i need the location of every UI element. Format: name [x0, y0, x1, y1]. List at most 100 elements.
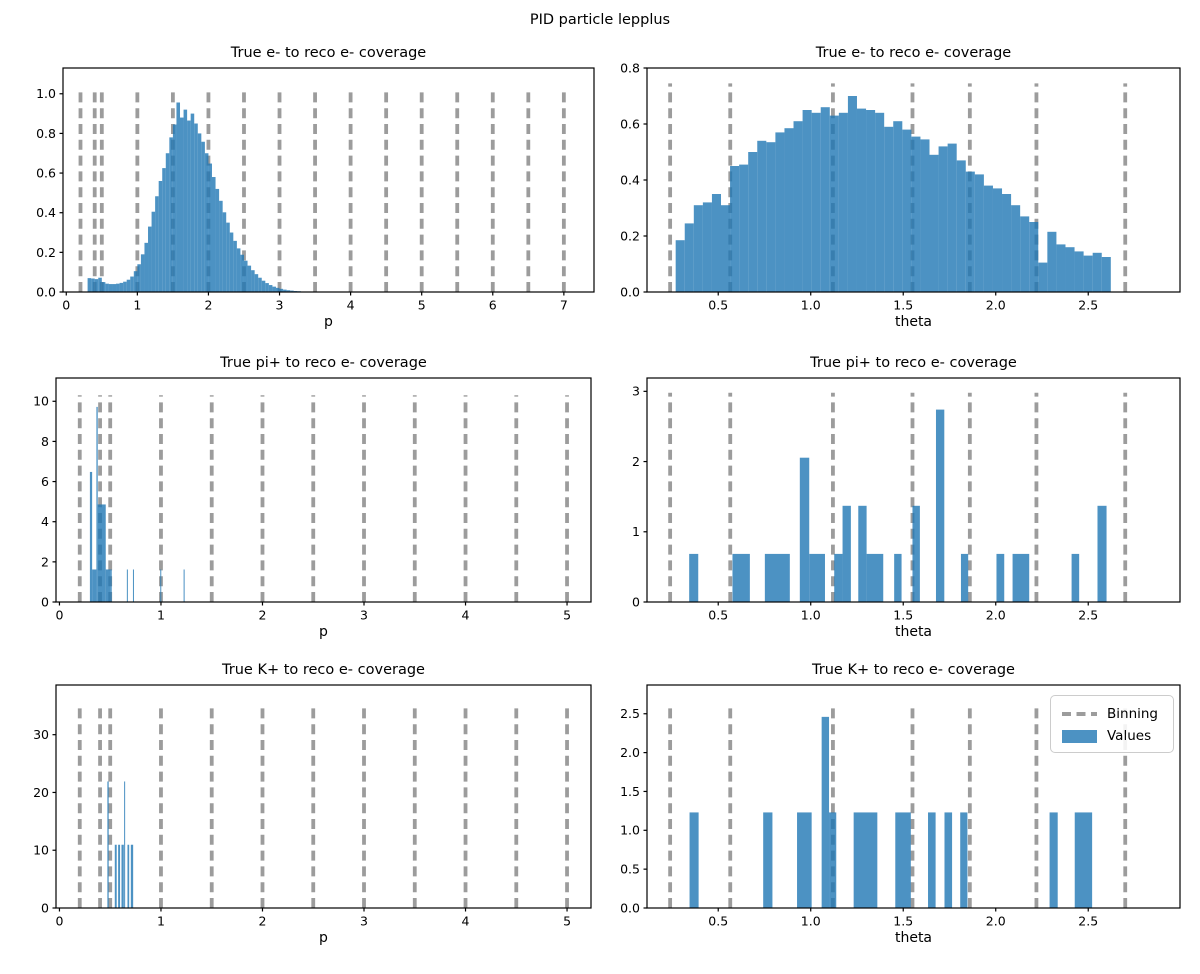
figure-suptitle: PID particle lepplus: [529, 12, 671, 28]
subplot-title-pi-vs-p: True pi+ to reco e- coverage: [220, 355, 427, 371]
histogram-bar: [130, 844, 134, 908]
y-tick-label: 4: [41, 514, 49, 529]
histogram-bar: [176, 102, 181, 292]
x-tick-label: 5: [563, 608, 571, 623]
histogram-bar: [236, 248, 241, 292]
y-tick-label: 1: [632, 524, 640, 539]
x-axis-label-theta: theta: [894, 930, 933, 946]
histogram-bar: [165, 153, 170, 292]
x-tick-label: 1.5: [893, 298, 913, 313]
histogram-bar: [965, 171, 975, 292]
histogram-bar: [929, 154, 939, 292]
x-tick-label: 2.0: [986, 298, 1006, 313]
histogram-bar: [1101, 257, 1111, 292]
histogram-bar: [684, 223, 694, 292]
histogram-bar: [834, 553, 843, 602]
histogram-bar: [132, 569, 134, 602]
histogram-bar: [884, 126, 894, 292]
histogram-bar: [856, 108, 867, 292]
subplot-title-e-vs-p: True e- to reco e- coverage: [230, 45, 427, 61]
x-axis-label-theta: theta: [894, 314, 933, 330]
y-tick-label: 0.4: [36, 205, 56, 220]
x-axis-label-p: p: [319, 624, 328, 640]
y-tick-label: 1.5: [620, 784, 640, 799]
subplot-title-k-vs-theta: True K+ to reco e- coverage: [812, 662, 1015, 678]
x-tick-label: 5: [418, 298, 426, 313]
histogram-bar: [1074, 251, 1084, 292]
subplot-title-e-vs-theta: True e- to reco e- coverage: [815, 45, 1012, 61]
x-tick-label: 2.5: [1078, 608, 1098, 623]
histogram-bar: [268, 285, 273, 292]
histogram-bar: [866, 110, 876, 292]
x-tick-label: 0.5: [708, 298, 728, 313]
histogram-bar: [92, 569, 97, 602]
histogram-bar: [775, 132, 785, 292]
histogram-bar: [91, 278, 95, 292]
histogram-bar: [126, 279, 131, 292]
legend-item-binning: Binning: [1062, 704, 1164, 724]
histogram-bar: [935, 409, 945, 602]
histogram-bar: [847, 96, 857, 292]
histogram-bar: [1002, 194, 1012, 292]
histogram-bar: [893, 121, 903, 292]
histogram-bar: [766, 142, 776, 292]
axes-frame: [646, 684, 1181, 909]
histogram-bar: [240, 254, 244, 292]
histogram-bar: [148, 226, 152, 292]
histogram-bar: [110, 569, 112, 602]
histogram-bar: [124, 781, 126, 908]
histogram-bar: [114, 844, 117, 908]
histogram-bar: [208, 163, 212, 292]
histogram-bar: [233, 240, 237, 292]
histogram-bar: [1038, 262, 1048, 292]
x-tick-label: 0: [55, 608, 63, 623]
y-tick-label: 0.6: [36, 165, 56, 180]
histogram-bar: [748, 152, 758, 292]
y-tick-label: 30: [33, 727, 49, 742]
histogram-bar: [809, 553, 825, 602]
histogram-bar: [784, 128, 794, 292]
histogram-plot-pi-vs-p: 0 1 2 3 4 5 0 2 4 6 8 10: [33, 377, 592, 623]
histogram-bar: [261, 280, 266, 292]
x-tick-label: 2.0: [986, 914, 1006, 929]
histogram-bar: [243, 260, 248, 292]
histogram-bar: [974, 174, 984, 292]
histogram-bar: [866, 553, 884, 602]
y-tick-label: 0.4: [620, 172, 640, 187]
x-tick-label: 1: [157, 914, 165, 929]
histogram-bar: [190, 113, 195, 292]
x-tick-label: 0: [55, 914, 63, 929]
histogram-bar: [229, 232, 234, 292]
subplot-title-pi-vs-theta: True pi+ to reco e- coverage: [810, 355, 1017, 371]
x-tick-label: 0.5: [708, 914, 728, 929]
histogram-bar: [928, 812, 936, 908]
y-tick-label: 0: [41, 594, 49, 609]
x-tick-label: 2.5: [1078, 298, 1098, 313]
histogram-bar: [693, 205, 703, 292]
histogram-bar: [675, 240, 685, 292]
histogram-bar: [1065, 247, 1075, 292]
legend-values-label: Values: [1107, 728, 1152, 744]
histogram-bar: [140, 254, 145, 292]
histogram-bar: [920, 139, 930, 292]
x-tick-label: 2.0: [986, 608, 1006, 623]
histogram-bar: [158, 180, 163, 292]
histogram-bar: [108, 284, 113, 292]
y-tick-label: 0.5: [620, 862, 640, 877]
x-tick-label: 1.0: [801, 298, 821, 313]
x-axis-label-p: p: [319, 930, 328, 946]
histogram-bar: [144, 242, 149, 292]
histogram-bar: [127, 844, 130, 908]
histogram-bar: [96, 406, 98, 602]
histogram-bar: [711, 194, 722, 292]
histogram-bar: [1011, 205, 1021, 292]
histogram-bar: [1020, 216, 1030, 292]
x-tick-label: 3: [360, 914, 368, 929]
histogram-bar: [286, 290, 291, 292]
histogram-bar: [938, 146, 948, 292]
histogram-bar: [118, 844, 121, 908]
histogram-bar: [151, 211, 156, 292]
histogram-bar: [689, 812, 699, 908]
y-tick-label: 0.2: [620, 228, 640, 243]
